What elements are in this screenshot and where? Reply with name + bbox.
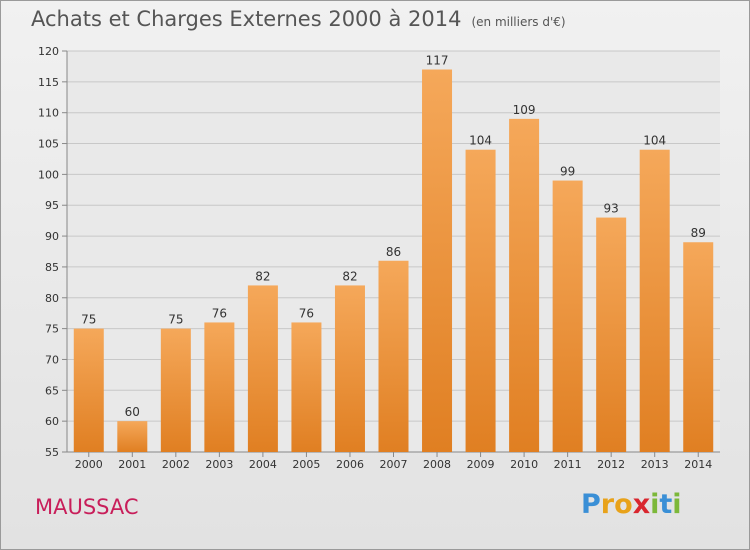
data-label-2014: 89 [691, 226, 706, 240]
x-tick-label-2007: 2007 [380, 458, 408, 471]
x-tick-label-2000: 2000 [75, 458, 103, 471]
data-label-2001: 60 [125, 405, 140, 419]
x-tick-label-2008: 2008 [423, 458, 451, 471]
y-tick-label: 80 [45, 292, 59, 305]
logo-letter: t [659, 489, 673, 520]
bar-2001 [117, 421, 148, 452]
logo-letter: r [600, 489, 615, 520]
bar-2003 [204, 322, 235, 452]
y-tick-label: 65 [45, 384, 59, 397]
bar-2007 [378, 260, 409, 452]
bar-2002 [160, 328, 191, 452]
x-tick-label-2010: 2010 [510, 458, 538, 471]
y-tick-label: 100 [38, 168, 59, 181]
data-label-2002: 75 [168, 313, 183, 327]
data-label-2006: 82 [342, 269, 357, 283]
x-tick-label-2005: 2005 [292, 458, 320, 471]
data-label-2003: 76 [212, 306, 227, 320]
bar-2012 [596, 217, 627, 452]
data-label-2011: 99 [560, 165, 575, 179]
y-tick-label: 60 [45, 415, 59, 428]
x-tick-label-2001: 2001 [118, 458, 146, 471]
y-tick-label: 115 [38, 76, 59, 89]
data-label-2004: 82 [255, 269, 270, 283]
chart-title-text: Achats et Charges Externes 2000 à 2014 [31, 7, 462, 31]
bar-2009 [465, 149, 496, 452]
logo-letter: i [672, 489, 682, 520]
x-tick-label-2006: 2006 [336, 458, 364, 471]
data-label-2012: 93 [604, 202, 619, 216]
data-label-2005: 76 [299, 306, 314, 320]
x-tick-label-2013: 2013 [641, 458, 669, 471]
bar-2005 [291, 322, 322, 452]
y-tick-label: 105 [38, 138, 59, 151]
y-tick-label: 55 [45, 446, 59, 459]
data-label-2009: 104 [469, 134, 492, 148]
logo-letter: o [614, 489, 633, 520]
x-tick-label-2002: 2002 [162, 458, 190, 471]
chart-title: Achats et Charges Externes 2000 à 2014 (e… [31, 7, 566, 31]
place-name: MAUSSAC [35, 495, 139, 519]
bar-2010 [509, 118, 540, 452]
y-tick-label: 75 [45, 323, 59, 336]
x-tick-label-2012: 2012 [597, 458, 625, 471]
proxiti-logo: Proxiti [581, 489, 682, 520]
chart-subtitle: (en milliers d'€) [471, 15, 566, 29]
x-tick-label-2011: 2011 [554, 458, 582, 471]
logo-letter: i [650, 489, 660, 520]
data-label-2013: 104 [643, 134, 666, 148]
logo-letter: x [632, 489, 651, 520]
bar-2011 [552, 180, 583, 453]
bar-2000 [73, 328, 104, 452]
data-label-2007: 86 [386, 245, 401, 259]
y-tick-label: 85 [45, 261, 59, 274]
x-tick-label-2014: 2014 [684, 458, 712, 471]
bar-2014 [683, 242, 714, 452]
data-label-2008: 117 [426, 54, 449, 68]
y-tick-label: 95 [45, 199, 59, 212]
y-tick-label: 120 [38, 45, 59, 58]
logo-letter: P [581, 489, 601, 520]
bar-2008 [422, 69, 453, 452]
x-tick-label-2004: 2004 [249, 458, 277, 471]
bar-2013 [639, 149, 670, 452]
y-tick-label: 90 [45, 230, 59, 243]
data-label-2010: 109 [513, 103, 536, 117]
y-tick-label: 70 [45, 353, 59, 366]
bar-2006 [334, 285, 365, 452]
data-label-2000: 75 [81, 313, 96, 327]
y-tick-label: 110 [38, 107, 59, 120]
x-tick-label-2003: 2003 [205, 458, 233, 471]
bar-2004 [247, 285, 278, 452]
x-tick-label-2009: 2009 [467, 458, 495, 471]
